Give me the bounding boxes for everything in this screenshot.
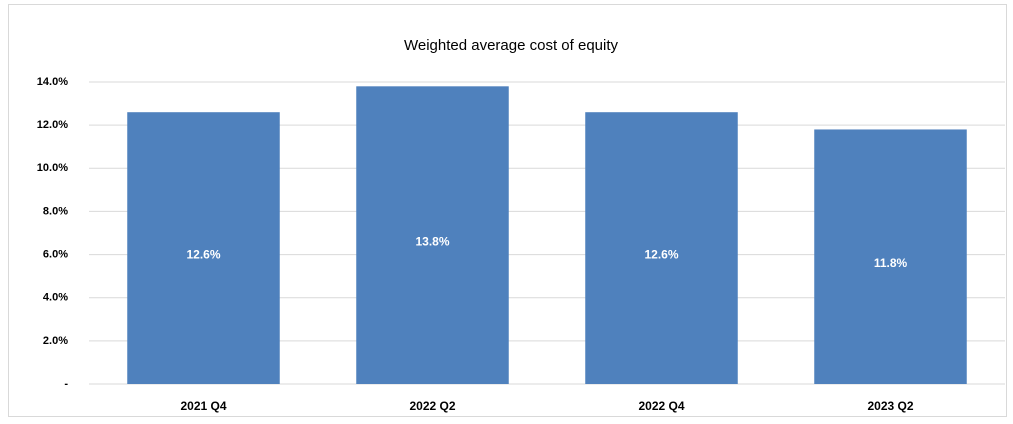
data-label: 12.6% [644,247,678,261]
x-tick-label: 2023 Q2 [867,399,913,413]
y-tick-label: 6.0% [43,248,68,260]
y-tick-label: 14.0% [37,76,68,88]
x-tick-label: 2022 Q4 [638,399,684,413]
bar [814,129,967,384]
bar [585,112,738,384]
bar [127,112,280,384]
x-tick-label: 2022 Q2 [409,399,455,413]
chart-title: Weighted average cost of equity [404,37,619,54]
y-tick-label: 8.0% [43,205,68,217]
data-label: 13.8% [415,234,449,248]
y-tick-label: - [64,378,68,390]
y-tick-label: 4.0% [43,292,68,304]
x-tick-label: 2021 Q4 [180,399,226,413]
y-tick-label: 12.0% [37,119,68,131]
data-label: 12.6% [186,247,220,261]
data-label: 11.8% [874,256,908,270]
bar [356,86,509,385]
y-tick-label: 10.0% [37,162,68,174]
y-tick-label: 2.0% [43,335,68,347]
